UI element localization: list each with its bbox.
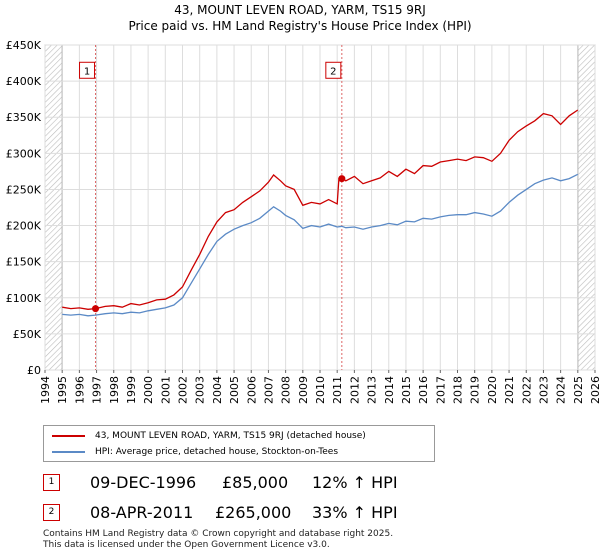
legend-item-property: 43, MOUNT LEVEN ROAD, YARM, TS15 9RJ (de… (52, 429, 366, 443)
x-tick-label: 2026 (589, 376, 600, 404)
y-tick-label: £200K (6, 220, 42, 233)
sale-hpi-change: 33% ↑ HPI (312, 503, 398, 522)
price-chart: £0 £50K £100K £150K £200K £250K £300K £350K £400… (6, 39, 600, 404)
y-tick-label: £250K (6, 183, 42, 196)
x-tick-label: 2003 (194, 376, 207, 404)
x-tick-label: 2011 (331, 376, 344, 404)
x-tick-label: 2020 (486, 376, 499, 404)
x-tick-label: 2010 (314, 376, 327, 404)
footer-licence: This data is licensed under the Open Gov… (43, 540, 330, 550)
x-tick-label: 2016 (417, 376, 430, 404)
y-tick-label: £400K (6, 75, 42, 88)
chart-subtitle: Price paid vs. HM Land Registry's House … (128, 19, 472, 33)
x-tick-label: 2025 (572, 376, 585, 404)
y-tick-label: £450K (6, 39, 42, 52)
x-tick-label: 2013 (366, 376, 379, 404)
legend-swatch-hpi (52, 450, 85, 453)
chart-title: 43, MOUNT LEVEN ROAD, YARM, TS15 9RJ (174, 3, 426, 17)
x-tick-label: 1998 (108, 376, 121, 404)
x-tick-label: 2009 (297, 376, 310, 404)
sale-date: 09-DEC-1996 (90, 473, 197, 492)
sale-point (92, 305, 100, 313)
y-tick-label: £350K (6, 111, 42, 124)
legend: 43, MOUNT LEVEN ROAD, YARM, TS15 9RJ (de… (43, 425, 435, 462)
x-tick-label: 1997 (91, 376, 104, 404)
y-tick-label: £0 (27, 364, 41, 377)
x-tick-label: 2019 (469, 376, 482, 404)
sale-hpi-change: 12% ↑ HPI (312, 473, 398, 492)
sale-price: £85,000 (222, 473, 289, 492)
x-tick-label: 2008 (280, 376, 293, 404)
x-tick-label: 1994 (39, 376, 52, 404)
sale-price: £265,000 (215, 503, 292, 522)
x-tick-label: 2002 (177, 376, 190, 404)
sale-annotation-label: 2 (330, 66, 336, 77)
x-tick-label: 2015 (400, 376, 413, 404)
hpi-line (62, 173, 579, 317)
legend-item-hpi: HPI: Average price, detached house, Stoc… (52, 445, 338, 459)
x-tick-label: 2017 (434, 376, 447, 404)
legend-label-hpi: HPI: Average price, detached house, Stoc… (95, 447, 339, 457)
sale-annotation-box (79, 61, 96, 79)
sale-point (338, 175, 346, 183)
sale-marker-badge: 2 (43, 504, 60, 521)
x-tick-label: 2007 (262, 376, 275, 404)
x-tick-label: 2006 (245, 376, 258, 404)
hatched-region-after (577, 45, 595, 370)
y-tick-label: £300K (6, 147, 42, 160)
x-tick-label: 2001 (159, 376, 172, 404)
x-tick-label: 2018 (452, 376, 465, 404)
x-tick-label: 2005 (228, 376, 241, 404)
x-tick-label: 2004 (211, 376, 224, 404)
footer-copyright: Contains HM Land Registry data © Crown c… (43, 529, 394, 539)
x-tick-label: 2021 (503, 376, 516, 404)
property-price-line (62, 109, 579, 310)
footer: Contains HM Land Registry data © Crown c… (43, 529, 393, 551)
legend-label-property: 43, MOUNT LEVEN ROAD, YARM, TS15 9RJ (de… (95, 431, 366, 441)
x-tick-label: 2023 (537, 376, 550, 404)
x-tick-label: 2000 (142, 376, 155, 404)
y-tick-label: £150K (6, 256, 42, 269)
x-tick-label: 1995 (56, 376, 69, 404)
sale-date: 08-APR-2011 (90, 503, 194, 522)
x-tick-label: 2014 (383, 376, 396, 404)
hatched-region-before (45, 45, 63, 370)
x-tick-label: 2022 (520, 376, 533, 404)
legend-swatch-property (52, 434, 85, 437)
x-tick-label: 1999 (125, 376, 138, 404)
x-tick-label: 2024 (555, 376, 568, 404)
x-tick-label: 1996 (73, 376, 86, 404)
x-tick-label: 2012 (348, 376, 361, 404)
sale-marker-badge: 1 (43, 474, 60, 491)
sale-annotation-label: 1 (84, 66, 90, 77)
y-tick-label: £100K (6, 292, 42, 305)
sale-annotation-box (325, 61, 342, 79)
y-tick-label: £50K (13, 328, 42, 341)
